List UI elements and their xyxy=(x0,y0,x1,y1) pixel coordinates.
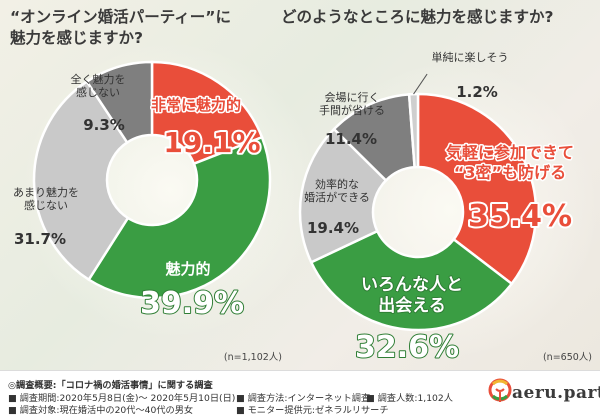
slice-value-meet-people: 32.6% xyxy=(355,330,459,365)
slice-label-very-attractive: 非常に魅力的 xyxy=(151,96,241,114)
slice-label-save-trip: 会場に行く手間が省ける xyxy=(319,91,385,117)
slice-value-not-at-all: 9.3% xyxy=(83,116,125,134)
pie-slice xyxy=(85,60,154,145)
pie-slice xyxy=(32,79,130,282)
charts-canvas: “オンライン婚活パーティー”に魅力を感じますか? (n=1,102人) 非常に魅力的… xyxy=(10,7,592,366)
slice-value-efficient: 19.4% xyxy=(307,219,359,237)
slice-label-attractive: 魅力的 xyxy=(165,260,210,278)
survey-provider: ■ モニター提供元:ゼネラルリサーチ xyxy=(236,405,389,416)
pie-slice xyxy=(87,135,272,300)
slice-value-attractive: 39.9% xyxy=(140,286,244,321)
slice-value-just-fun: 1.2% xyxy=(456,83,498,101)
pie-slice xyxy=(407,92,420,169)
slice-value-very-attractive: 19.1% xyxy=(163,126,260,159)
aeru-logo-icon xyxy=(488,378,512,402)
slice-label-just-fun: 単純に楽しそう xyxy=(432,50,509,64)
slice-label-efficient: 効率的な婚活ができる xyxy=(304,177,370,204)
slice-value-casual: 35.4% xyxy=(468,199,572,234)
survey-count: ■ 調査人数:1,102人 xyxy=(366,393,453,404)
pie-slice xyxy=(416,92,538,286)
pie-slice xyxy=(309,229,514,332)
survey-heading: ◎調査概要:「コロナ禍の婚活事情」に関する調査 xyxy=(8,380,213,391)
pie-slice xyxy=(150,60,264,166)
slice-label-meet-people: いろんな人と出会える xyxy=(361,275,463,316)
logo-text: aeru.party xyxy=(512,383,600,403)
slice-value-save-trip: 11.4% xyxy=(325,130,377,148)
chart-title: “オンライン婚活パーティー”に魅力を感じますか? xyxy=(10,7,231,47)
sample-size-note: (n=1,102人) xyxy=(224,352,282,363)
survey-target: ■ 調査対象:現在婚活中の20代〜40代の男女 xyxy=(8,405,194,416)
survey-method: ■ 調査方法:インターネット調査 xyxy=(236,393,371,404)
sample-size-note: (n=650人) xyxy=(543,352,592,363)
slice-label-not-very: あまり魅力を感じない xyxy=(13,185,79,212)
slice-value-not-very: 31.7% xyxy=(14,230,66,248)
slice-label-casual: 気軽に参加できて“3密”も防げる xyxy=(446,143,574,182)
pie-slice xyxy=(298,127,388,264)
chart-title: どのようなところに魅力を感じますか? xyxy=(281,7,554,26)
survey-period: ■ 調査期間:2020年5月8日(金)〜 2020年5月10日(日) xyxy=(8,393,236,404)
leader-line xyxy=(413,73,428,95)
slice-label-not-at-all: 全く魅力を感じない xyxy=(71,72,126,99)
